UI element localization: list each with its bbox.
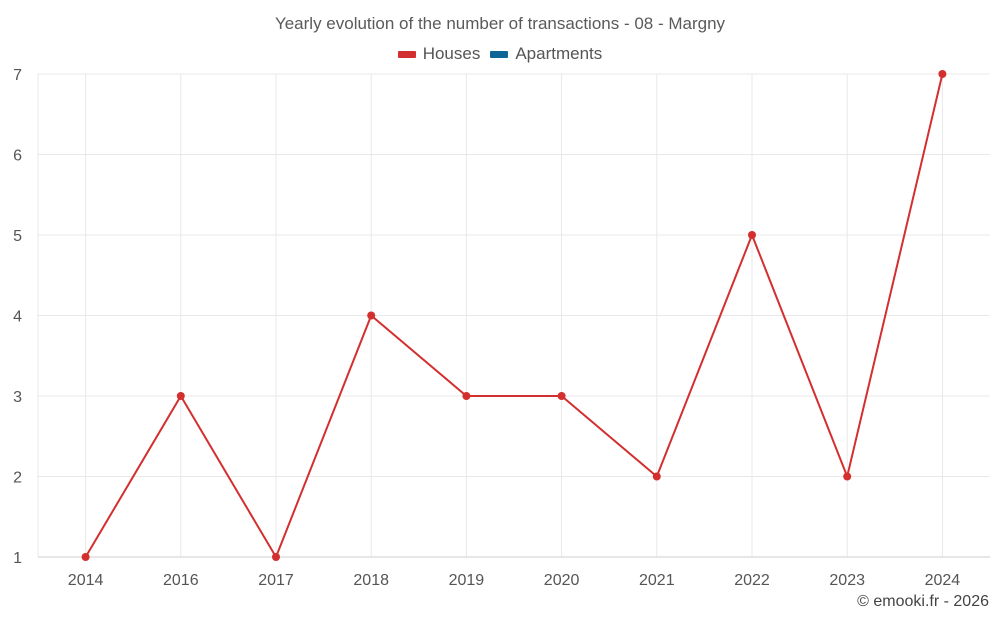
data-point-houses-2022[interactable]: [748, 231, 756, 239]
data-point-houses-2017[interactable]: [272, 553, 280, 561]
legend-item-apartments[interactable]: Apartments: [490, 44, 602, 64]
x-tick-label: 2018: [353, 572, 389, 589]
footer-credit: © emooki.fr - 2026: [857, 593, 989, 610]
legend-swatch-apartments: [490, 50, 509, 58]
series-layer: [81, 70, 947, 561]
data-point-houses-2016[interactable]: [176, 392, 185, 400]
x-tick-label: 2023: [829, 572, 865, 589]
y-tick-label: 4: [13, 309, 22, 326]
series-line-houses: [84, 73, 944, 558]
y-tick-label: 2: [13, 470, 22, 487]
y-tick-label: 1: [13, 550, 22, 567]
x-tick-label: 2016: [163, 572, 199, 589]
data-point-houses-2021[interactable]: [652, 472, 661, 481]
y-tick-label: 5: [13, 228, 22, 245]
legend-label-apartments: Apartments: [515, 44, 603, 63]
data-point-houses-2018[interactable]: [367, 311, 376, 320]
legend-label-houses: Houses: [422, 44, 481, 63]
chart-title: Yearly evolution of the number of transa…: [274, 14, 726, 33]
x-tick-label: 2014: [68, 572, 104, 589]
x-tick-label: 2017: [258, 572, 294, 589]
x-tick-label: 2024: [925, 572, 961, 589]
chart-legend: Houses Apartments: [0, 44, 1000, 64]
data-point-houses-2020[interactable]: [557, 392, 566, 400]
data-point-houses-2023[interactable]: [843, 472, 852, 481]
data-point-houses-2024[interactable]: [938, 70, 947, 78]
x-tick-label: 2019: [449, 572, 485, 589]
axis-layer: 1 2 3 4 5 6 7 2014 2016 2017 2018 2019 2020 2021 2022 2…: [13, 67, 990, 589]
x-tick-label: 2020: [544, 572, 580, 589]
x-tick-label: 2022: [734, 572, 770, 589]
y-tick-label: 3: [13, 389, 22, 406]
data-point-houses-2019[interactable]: [462, 392, 471, 400]
legend-item-houses[interactable]: Houses: [397, 44, 481, 64]
data-point-houses-2014[interactable]: [81, 553, 90, 561]
legend-swatch-houses: [397, 50, 416, 58]
x-tick-label: 2021: [639, 572, 675, 589]
y-tick-label: 7: [13, 67, 22, 84]
grid-layer: [38, 73, 990, 558]
y-tick-label: 6: [13, 148, 22, 165]
